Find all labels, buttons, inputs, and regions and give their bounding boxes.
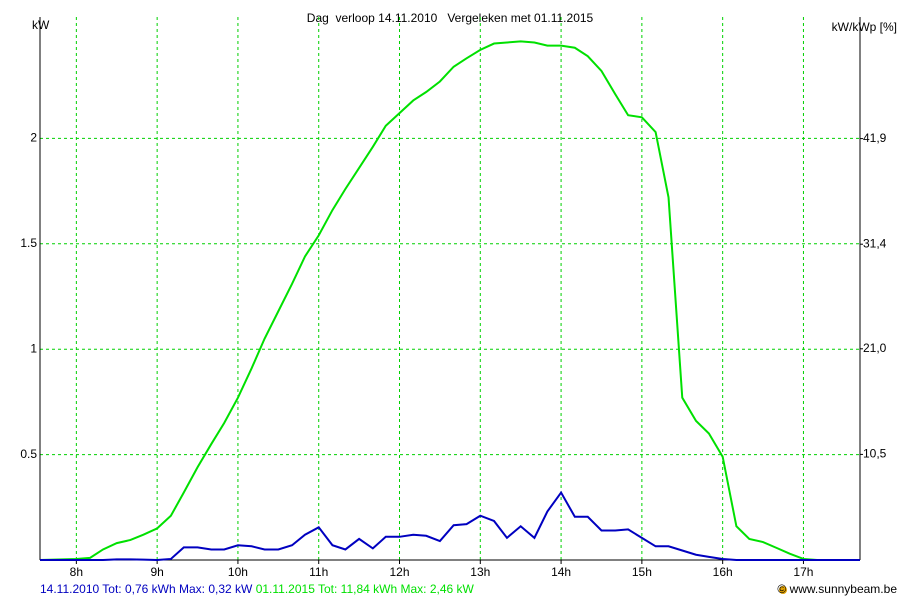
legend-name: 14.11.2010: [40, 582, 99, 596]
x-tick-label: 15h: [632, 565, 652, 579]
x-tick-label: 13h: [470, 565, 490, 579]
y2-tick-label: 41,9: [863, 131, 887, 145]
series-line: [40, 490, 860, 562]
credit: © www.sunnybeam.be: [777, 582, 897, 596]
chart-title: Dag verloop 14.11.2010 Vergeleken met 01…: [307, 11, 594, 25]
y-tick-label: 1.5: [20, 236, 37, 250]
legend-name: 01.11.2015: [256, 582, 315, 596]
series-line: [39, 40, 860, 561]
x-tick-label: 16h: [713, 565, 733, 579]
x-tick-label: 11h: [309, 565, 328, 579]
y2-tick-label: 21,0: [863, 341, 887, 355]
legend: 14.11.2010 Tot: 0,76 kWh Max: 0,32 kW 01…: [40, 582, 477, 596]
x-tick-label: 10h: [228, 565, 248, 579]
logo-icon: [779, 586, 787, 594]
x-tick-label: 9h: [150, 565, 163, 579]
y2-tick-label: 31,4: [863, 236, 887, 250]
legend-summary: Tot: 0,76 kWh Max: 0,32 kW: [102, 582, 253, 596]
x-tick-label: 14h: [551, 565, 571, 579]
y2-axis-label: kW/kWp [%]: [832, 20, 897, 34]
x-tick-label: 17h: [793, 565, 813, 579]
y-tick-label: 0.5: [20, 447, 37, 461]
y-axis-label: kW: [32, 18, 50, 32]
y-tick-label: 2: [30, 131, 37, 145]
x-tick-label: 8h: [70, 565, 83, 579]
legend-summary: Tot: 11,84 kWh Max: 2,46 kW: [318, 582, 475, 596]
y-tick-label: 1: [30, 341, 37, 355]
x-tick-label: 12h: [389, 565, 409, 579]
y2-tick-label: 10,5: [863, 447, 887, 461]
credit-text: © www.sunnybeam.be: [777, 582, 897, 596]
